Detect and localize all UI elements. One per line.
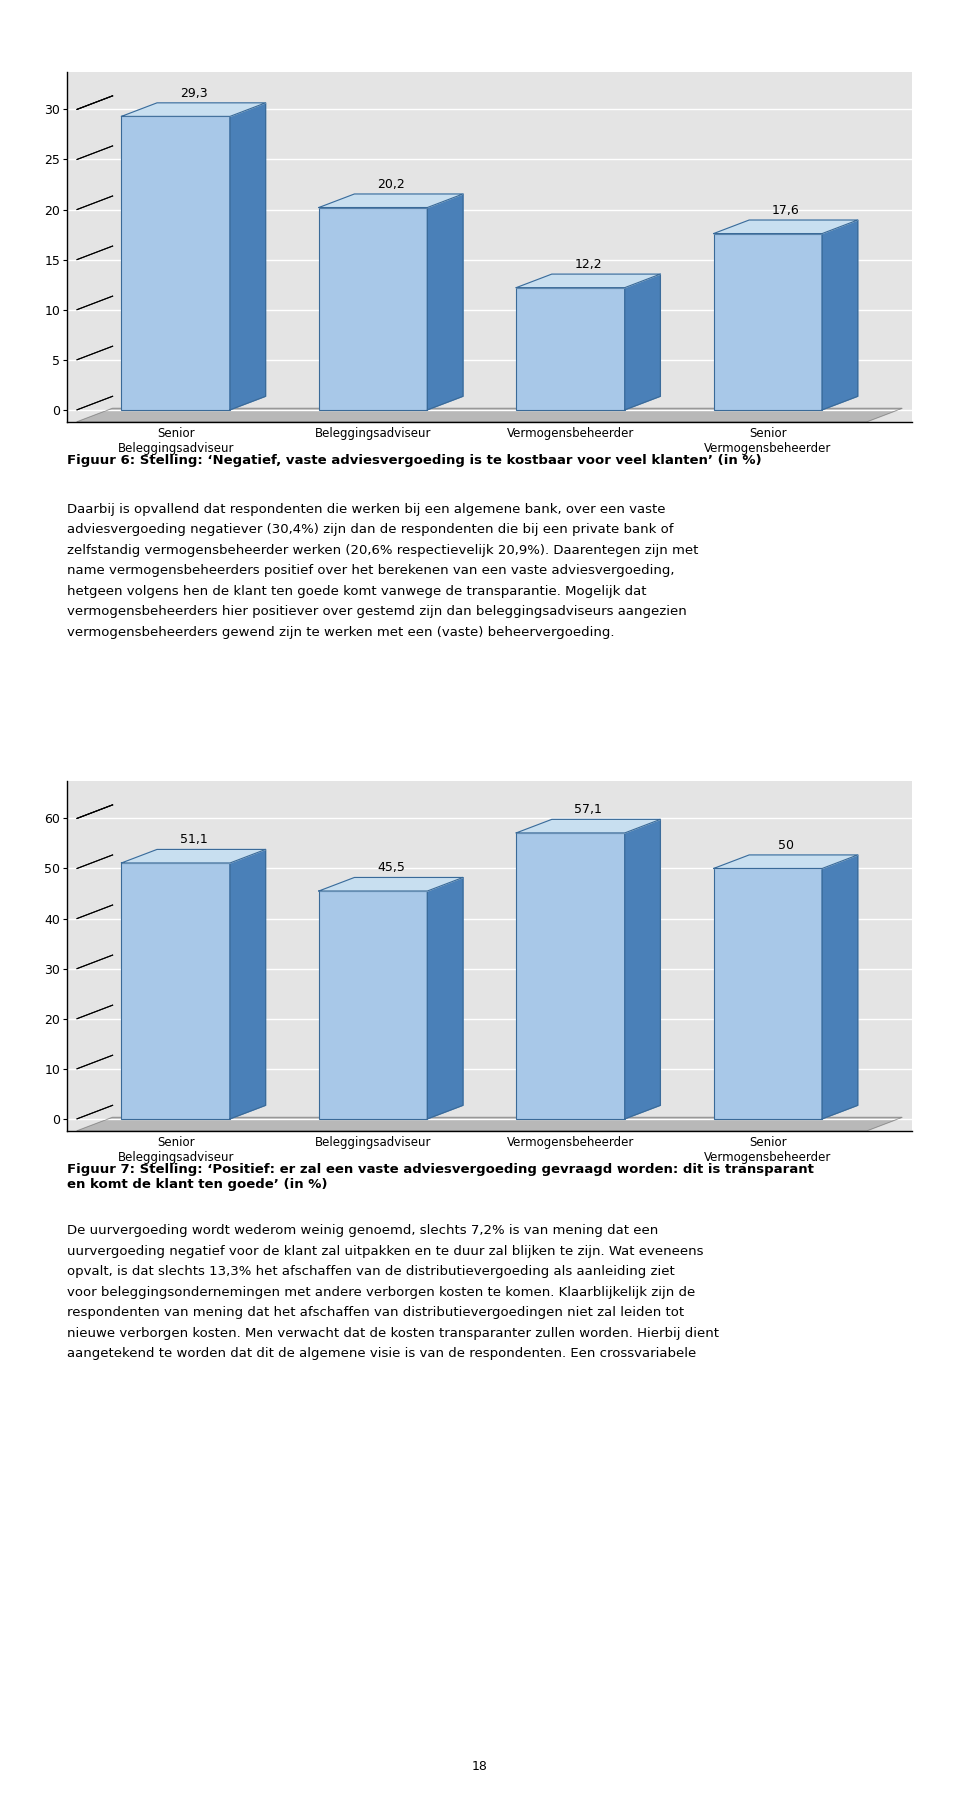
- Text: 45,5: 45,5: [377, 862, 405, 874]
- Polygon shape: [427, 194, 463, 409]
- Text: Daarbij is opvallend dat respondenten die werken bij een algemene bank, over een: Daarbij is opvallend dat respondenten di…: [67, 503, 699, 639]
- Text: 29,3: 29,3: [180, 86, 207, 101]
- Bar: [713, 233, 822, 409]
- Bar: [122, 863, 230, 1118]
- Polygon shape: [822, 221, 857, 409]
- Polygon shape: [77, 1116, 902, 1131]
- Polygon shape: [713, 854, 857, 869]
- Text: 50: 50: [778, 838, 794, 853]
- Text: 12,2: 12,2: [574, 258, 602, 271]
- Bar: [319, 208, 427, 409]
- Polygon shape: [625, 275, 660, 409]
- Bar: [713, 869, 822, 1118]
- Polygon shape: [230, 849, 266, 1118]
- Bar: [319, 890, 427, 1118]
- Text: 57,1: 57,1: [574, 804, 602, 817]
- Polygon shape: [516, 819, 660, 833]
- Polygon shape: [427, 878, 463, 1118]
- Polygon shape: [77, 407, 902, 422]
- Polygon shape: [516, 275, 660, 287]
- Text: 20,2: 20,2: [377, 178, 405, 190]
- Text: Figuur 6: Stelling: ‘Negatief, vaste adviesvergoeding is te kostbaar voor veel k: Figuur 6: Stelling: ‘Negatief, vaste adv…: [67, 454, 762, 467]
- Polygon shape: [822, 854, 857, 1118]
- Polygon shape: [625, 819, 660, 1118]
- Polygon shape: [122, 102, 266, 117]
- Polygon shape: [122, 849, 266, 863]
- Text: 51,1: 51,1: [180, 833, 207, 847]
- Text: 18: 18: [472, 1761, 488, 1773]
- Polygon shape: [230, 102, 266, 409]
- Text: De uurvergoeding wordt wederom weinig genoemd, slechts 7,2% is van mening dat ee: De uurvergoeding wordt wederom weinig ge…: [67, 1224, 719, 1361]
- Polygon shape: [713, 221, 857, 233]
- Polygon shape: [319, 878, 463, 890]
- Bar: [122, 117, 230, 409]
- Bar: [516, 833, 625, 1118]
- Text: Figuur 7: Stelling: ‘Positief: er zal een vaste adviesvergoeding gevraagd worden: Figuur 7: Stelling: ‘Positief: er zal ee…: [67, 1163, 814, 1192]
- Text: 17,6: 17,6: [772, 205, 800, 217]
- Polygon shape: [319, 194, 463, 208]
- Bar: [516, 287, 625, 409]
